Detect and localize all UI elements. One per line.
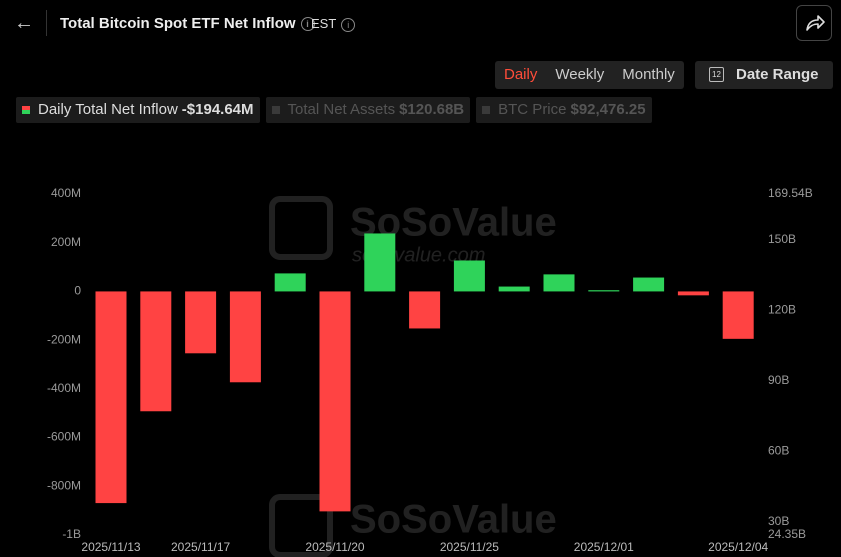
info-icon[interactable]: i — [300, 17, 315, 32]
timezone: EST i — [311, 16, 356, 32]
date-range-button[interactable]: 12 Date Range — [695, 61, 833, 89]
x-tick-label: 2025/11/13 — [81, 540, 140, 554]
legend-swatch — [22, 106, 30, 115]
period-tab[interactable]: Monthly — [622, 66, 675, 83]
bar — [498, 286, 530, 292]
x-tick-label: 2025/12/01 — [574, 540, 634, 554]
bar — [274, 273, 306, 292]
bar — [677, 291, 709, 296]
period-tabs: Daily Weekly Monthly — [495, 61, 684, 89]
y2-tick-label: 60B — [768, 443, 789, 457]
date-range-text: Date Range — [736, 66, 819, 83]
bar — [453, 260, 485, 292]
bar — [588, 290, 620, 292]
legend-value: $120.68B — [399, 101, 465, 118]
separator — [46, 10, 47, 36]
bar — [185, 291, 217, 354]
header: ← Total Bitcoin Spot ETF Net Inflow i EST… — [0, 0, 841, 46]
x-tick-label: 2025/12/04 — [708, 540, 768, 554]
bar — [543, 274, 575, 292]
bar — [722, 291, 754, 339]
legend-item[interactable]: Total Net Assets $120.68B — [265, 97, 471, 123]
info-icon[interactable]: i — [341, 17, 356, 32]
legend-value: -$194.64M — [181, 101, 254, 118]
timezone-text: EST — [311, 16, 337, 31]
y-tick-label: -1B — [62, 527, 81, 541]
legend-swatch — [271, 106, 280, 115]
legend-name: Total Net Assets — [287, 101, 396, 118]
watermark: SoSoValue sosovalue.com SoSoValue — [269, 196, 557, 557]
share-icon — [806, 15, 825, 31]
y2-tick-label: 90B — [768, 373, 789, 387]
page-title: Total Bitcoin Spot ETF Net Inflow i — [60, 15, 315, 32]
y-tick-label: -600M — [47, 430, 81, 444]
title-text: Total Bitcoin Spot ETF Net Inflow — [60, 15, 296, 32]
y2-tick-label: 24.35B — [768, 527, 806, 541]
y-tick-label: -800M — [47, 478, 81, 492]
y2-tick-label: 169.54B — [768, 186, 813, 200]
bar — [95, 291, 127, 504]
y2-tick-label: 120B — [768, 303, 796, 317]
bar — [319, 291, 351, 512]
x-tick-label: 2025/11/17 — [171, 540, 230, 554]
y-tick-label: 400M — [51, 186, 81, 200]
legend-swatch — [482, 106, 491, 115]
bar — [229, 291, 261, 383]
period-tab[interactable]: Weekly — [555, 66, 605, 83]
x-tick-label: 2025/11/20 — [305, 540, 364, 554]
y-tick-label: -200M — [47, 332, 81, 346]
bar — [364, 233, 396, 292]
back-button[interactable]: ← — [14, 12, 34, 34]
y2-tick-label: 150B — [768, 232, 796, 246]
legend-item[interactable]: Daily Total Net Inflow -$194.64M — [16, 97, 260, 123]
watermark-brand: SoSoValue — [350, 498, 557, 542]
x-tick-label: 2025/11/25 — [440, 540, 499, 554]
bar — [140, 291, 172, 412]
y-tick-label: 0 — [74, 284, 81, 298]
y-tick-label: -400M — [47, 381, 81, 395]
legend-item[interactable]: BTC Price $92,476.25 — [476, 97, 652, 123]
y-tick-label: 200M — [51, 235, 81, 249]
legend-name: BTC Price — [498, 101, 567, 118]
bar — [633, 277, 665, 292]
calendar-icon: 12 — [709, 67, 724, 82]
legend-value: $92,476.25 — [570, 101, 646, 118]
legend: Daily Total Net Inflow -$194.64M Total Net… — [16, 97, 652, 123]
bar — [409, 291, 441, 329]
share-button[interactable] — [796, 5, 832, 41]
y2-tick-label: 30B — [768, 514, 789, 528]
legend-name: Daily Total Net Inflow — [38, 101, 178, 118]
period-tab[interactable]: Daily — [504, 66, 538, 83]
